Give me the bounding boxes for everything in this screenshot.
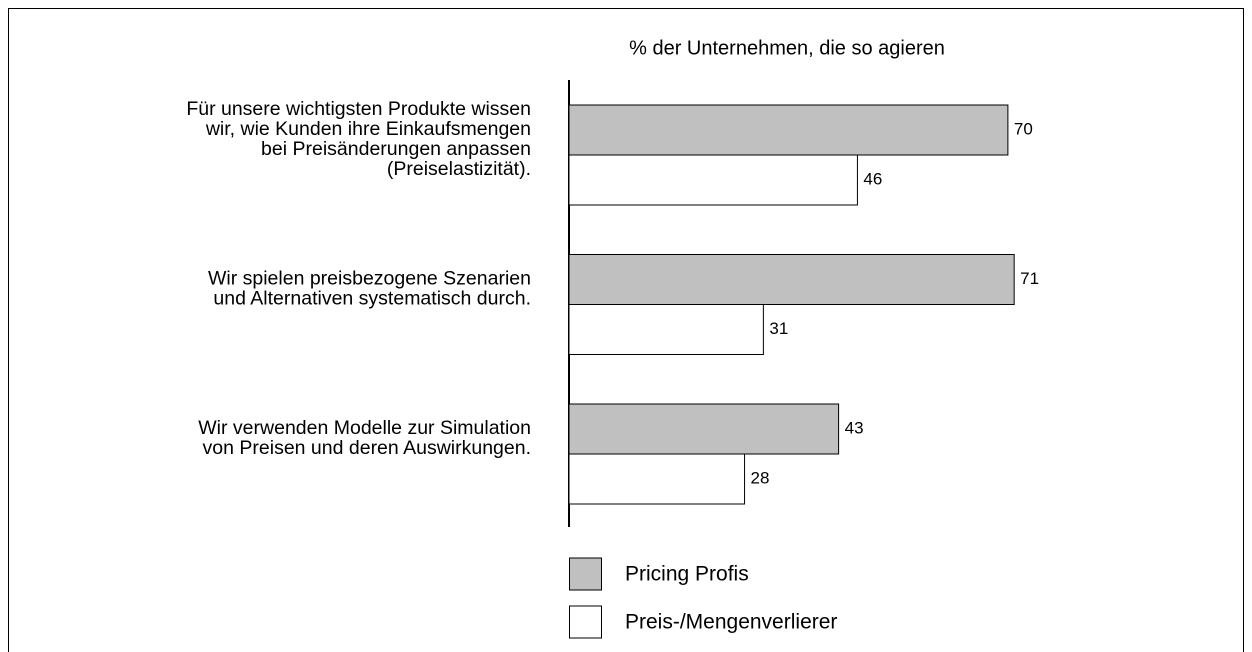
bar (568, 254, 1015, 305)
value-label: 46 (863, 169, 882, 188)
value-label: 31 (769, 319, 788, 338)
legend-label: Preis-/Mengenverlierer (625, 611, 837, 634)
bar (568, 453, 746, 505)
category-label: Wir spielen preisbezogene Szenarien (208, 268, 531, 290)
category-label: Wir verwenden Modelle zur Simulation (198, 417, 531, 439)
category-label: und Alternativen systematisch durch. (213, 288, 531, 310)
category-label: von Preisen und deren Auswirkungen. (203, 437, 531, 459)
bar (568, 104, 1009, 156)
legend-swatch (569, 605, 602, 639)
category-label: wir, wie Kunden ihre Einkaufsmengen (205, 118, 531, 140)
bar (568, 304, 764, 355)
value-label: 28 (751, 468, 770, 487)
value-label: 43 (845, 418, 864, 437)
value-label: 71 (1020, 269, 1039, 288)
category-label: bei Preisänderungen anpassen (261, 138, 531, 160)
chart-title: % der Unternehmen, die so agieren (629, 37, 945, 59)
legend-swatch (569, 557, 602, 591)
category-label: Für unsere wichtigsten Produkte wissen (186, 98, 531, 120)
value-label: 70 (1014, 119, 1033, 138)
category-label: (Preiselastizität). (387, 158, 531, 180)
legend-label: Pricing Profis (625, 563, 749, 586)
frame (8, 8, 1244, 652)
bar (568, 154, 858, 206)
bar (568, 403, 840, 455)
